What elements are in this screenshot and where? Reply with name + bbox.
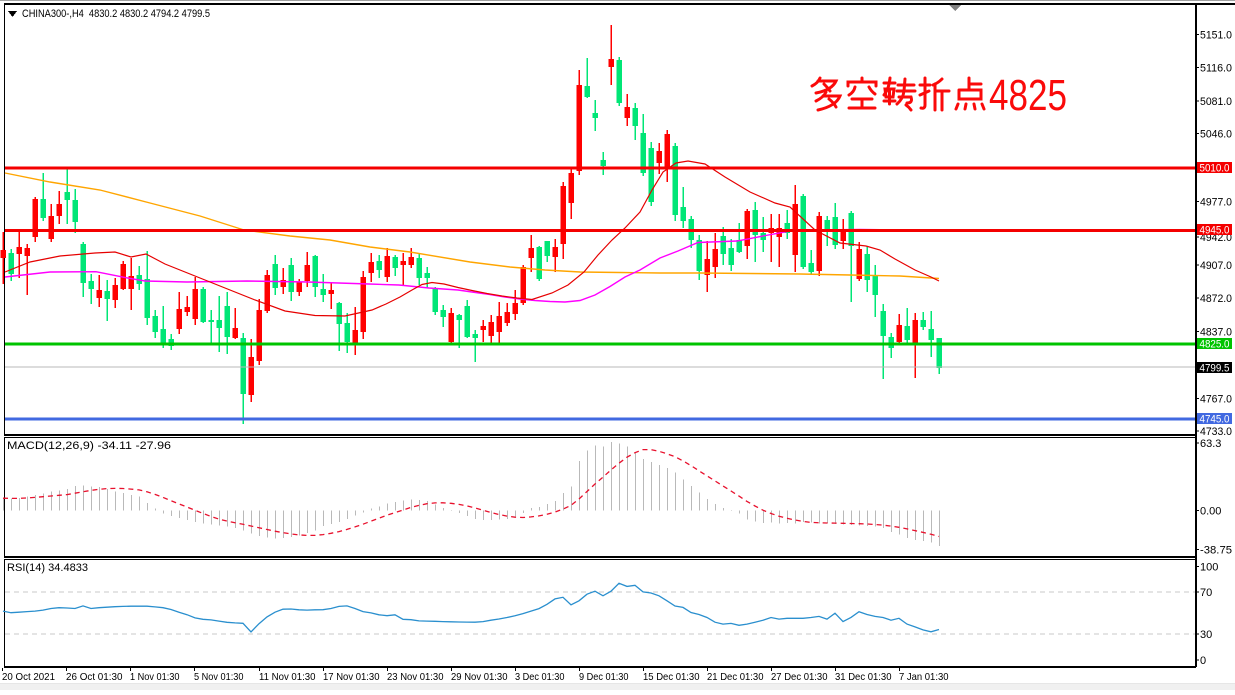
svg-text:3 Dec 01:30: 3 Dec 01:30 (515, 671, 565, 683)
svg-text:5046.0: 5046.0 (1200, 129, 1232, 141)
svg-text:11 Nov 01:30: 11 Nov 01:30 (259, 671, 316, 683)
svg-text:MACD(12,26,9) -34.11 -27.96: MACD(12,26,9) -34.11 -27.96 (7, 440, 171, 452)
svg-text:4945.0: 4945.0 (1200, 225, 1230, 237)
svg-text:5116.0: 5116.0 (1200, 63, 1232, 75)
svg-text:4907.0: 4907.0 (1200, 260, 1232, 272)
svg-text:4799.5: 4799.5 (1200, 363, 1230, 375)
svg-text:1 Nov 01:30: 1 Nov 01:30 (130, 671, 180, 683)
svg-text:23 Nov 01:30: 23 Nov 01:30 (387, 671, 444, 683)
svg-text:CHINA300-,H4 4830.2 4830.2 47: CHINA300-,H4 4830.2 4830.2 4794.2 4799.5 (22, 8, 210, 20)
svg-text:5151.0: 5151.0 (1200, 30, 1232, 42)
svg-text:15 Dec 01:30: 15 Dec 01:30 (643, 671, 700, 683)
svg-text:70: 70 (1200, 587, 1212, 599)
svg-text:4745.0: 4745.0 (1200, 414, 1230, 426)
svg-text:26 Oct 01:30: 26 Oct 01:30 (66, 671, 123, 683)
svg-text:9 Dec 01:30: 9 Dec 01:30 (579, 671, 629, 683)
svg-text:4767.0: 4767.0 (1200, 393, 1232, 405)
svg-text:5010.0: 5010.0 (1200, 163, 1230, 175)
svg-text:0.00: 0.00 (1200, 506, 1221, 518)
svg-text:29 Nov 01:30: 29 Nov 01:30 (451, 671, 508, 683)
svg-text:20 Oct 2021: 20 Oct 2021 (2, 671, 55, 683)
svg-text:63.3: 63.3 (1200, 438, 1221, 450)
svg-text:7 Jan 01:30: 7 Jan 01:30 (899, 671, 949, 683)
svg-text:4825.0: 4825.0 (1200, 338, 1230, 350)
svg-text:5081.0: 5081.0 (1200, 96, 1232, 108)
svg-text:21 Dec 01:30: 21 Dec 01:30 (707, 671, 764, 683)
svg-text:4872.0: 4872.0 (1200, 293, 1232, 305)
svg-text:-38.75: -38.75 (1200, 545, 1232, 557)
svg-text:17 Nov 01:30: 17 Nov 01:30 (323, 671, 380, 683)
svg-text:30: 30 (1200, 629, 1212, 641)
svg-text:4825: 4825 (989, 71, 1067, 120)
svg-text:RSI(14) 34.4833: RSI(14) 34.4833 (7, 562, 88, 574)
svg-text:27 Dec 01:30: 27 Dec 01:30 (771, 671, 828, 683)
svg-text:31 Dec 01:30: 31 Dec 01:30 (835, 671, 892, 683)
svg-text:4733.0: 4733.0 (1200, 426, 1232, 438)
svg-text:4977.0: 4977.0 (1200, 197, 1232, 209)
svg-text:0: 0 (1200, 655, 1206, 667)
svg-text:100: 100 (1200, 562, 1218, 574)
svg-text:4837.0: 4837.0 (1200, 327, 1232, 339)
svg-text:5 Nov 01:30: 5 Nov 01:30 (194, 671, 244, 683)
